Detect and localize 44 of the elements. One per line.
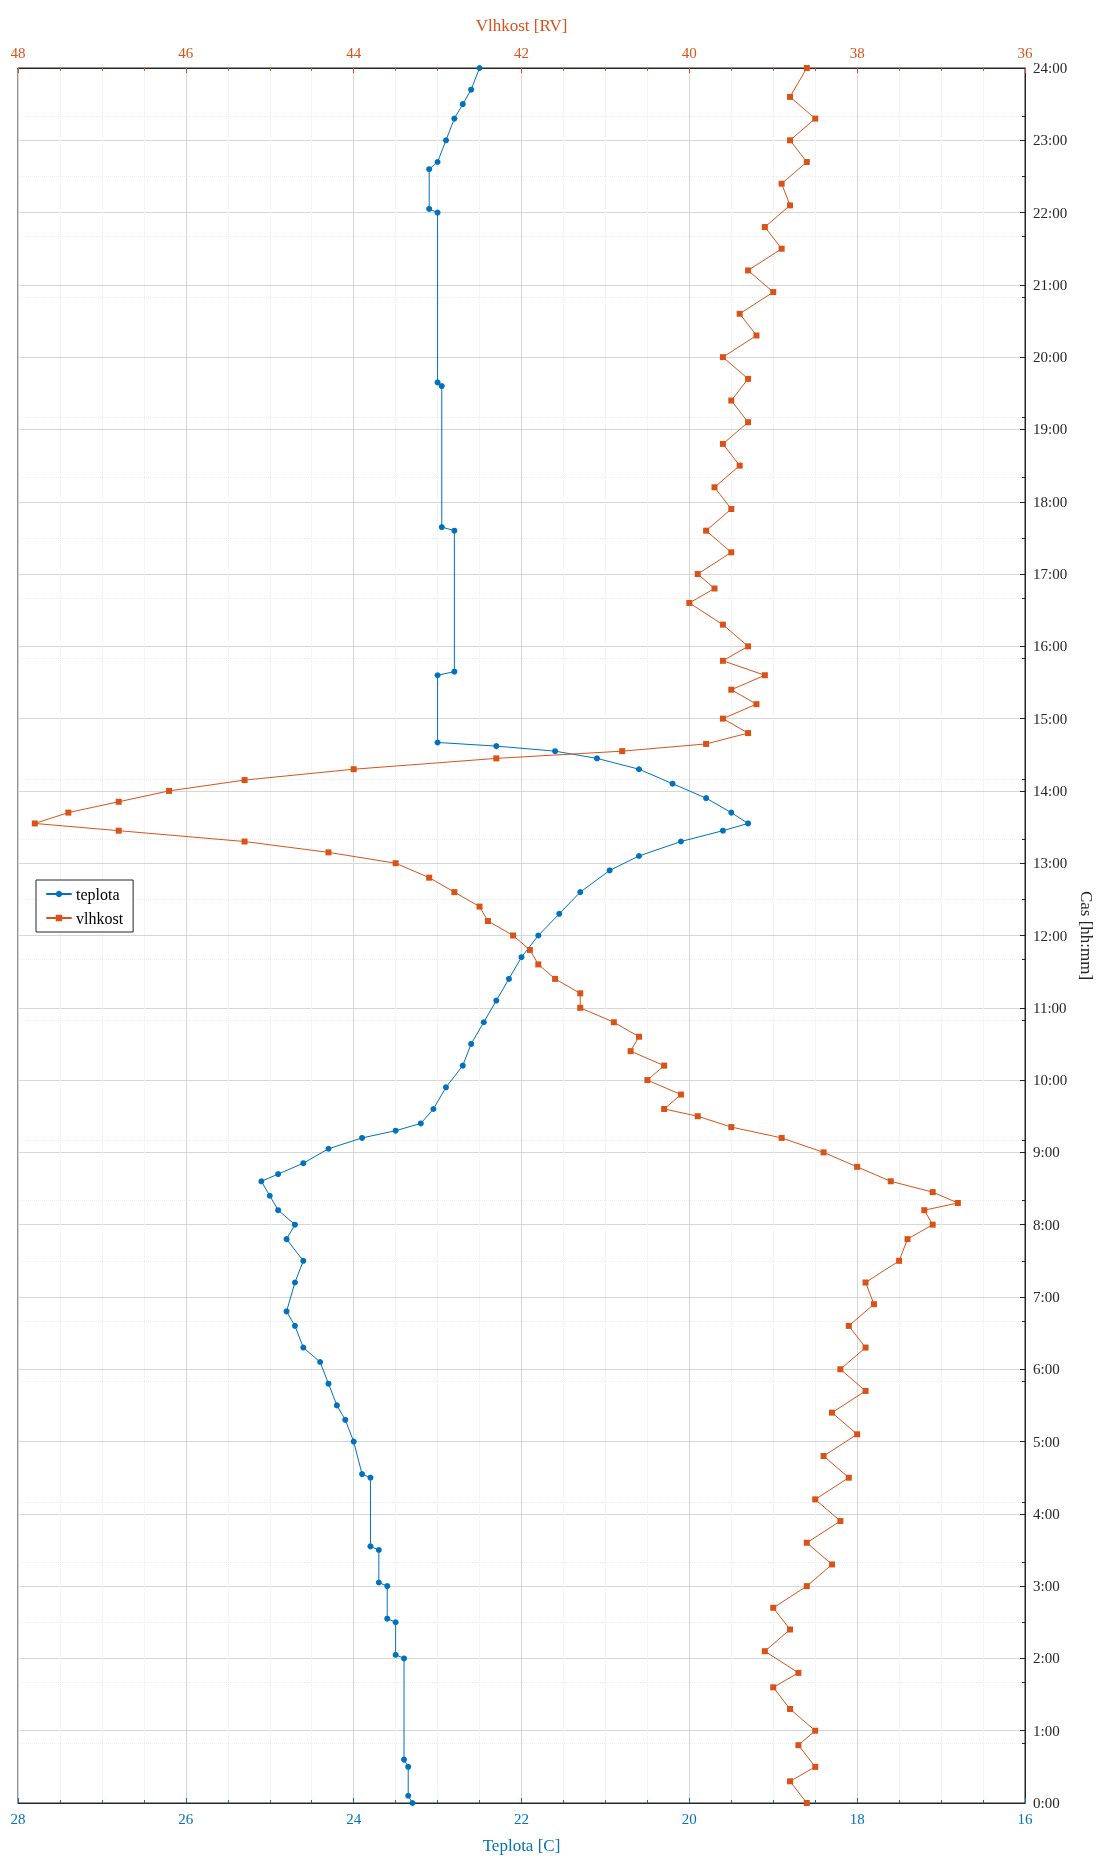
y-tick-label: 10:00 xyxy=(1033,1072,1068,1089)
y-tick-label: 20:00 xyxy=(1033,349,1068,366)
y-tick-label: 5:00 xyxy=(1033,1433,1060,1450)
x-tick-label: 16 xyxy=(1017,1810,1033,1827)
y-tick-label: 19:00 xyxy=(1033,421,1068,438)
y-tick-label: 2:00 xyxy=(1033,1650,1060,1667)
x-axis-title: Teplota [C] xyxy=(482,1836,561,1855)
y-tick-label: 15:00 xyxy=(1033,710,1068,727)
x-tick-label: 24 xyxy=(346,1810,362,1827)
y-tick-label: 22:00 xyxy=(1033,204,1068,221)
y-tick-label: 8:00 xyxy=(1033,1216,1060,1233)
y-tick-label: 0:00 xyxy=(1033,1795,1060,1811)
y-tick-label: 7:00 xyxy=(1033,1288,1060,1305)
y-tick-label: 6:00 xyxy=(1033,1361,1060,1378)
x-tick-label: 20 xyxy=(681,1810,697,1827)
y-tick-label: 4:00 xyxy=(1033,1505,1060,1522)
y-axis-title: Cas [hh:mm] xyxy=(1077,890,1097,981)
y-tick-label: 9:00 xyxy=(1033,1144,1060,1161)
x2-tick-label: 38 xyxy=(849,44,865,61)
y-tick-label: 14:00 xyxy=(1033,782,1068,799)
x-tick-label: 18 xyxy=(849,1810,865,1827)
y-tick-label: 1:00 xyxy=(1033,1722,1060,1739)
y-tick-label: 3:00 xyxy=(1033,1578,1060,1595)
y-tick-label: 13:00 xyxy=(1033,855,1068,872)
legend-label: teplota xyxy=(76,885,120,904)
x2-tick-label: 48 xyxy=(10,44,26,61)
y-tick-label: 23:00 xyxy=(1033,132,1068,149)
y-tick-label: 24:00 xyxy=(1033,60,1068,76)
x2-tick-label: 36 xyxy=(1017,44,1033,61)
legend-label: vlhkost xyxy=(76,909,124,927)
y-tick-label: 12:00 xyxy=(1033,927,1068,944)
x2-tick-label: 40 xyxy=(681,44,697,61)
x-tick-label: 28 xyxy=(10,1810,26,1827)
x2-tick-label: 46 xyxy=(178,44,194,61)
y-tick-label: 11:00 xyxy=(1033,999,1067,1016)
y-tick-label: 16:00 xyxy=(1033,638,1068,655)
x2-tick-label: 42 xyxy=(514,44,529,61)
x-tick-label: 26 xyxy=(178,1810,194,1827)
x2-tick-label: 44 xyxy=(346,44,362,61)
y-tick-label: 21:00 xyxy=(1033,276,1068,293)
y-tick-label: 18:00 xyxy=(1033,493,1068,510)
x2-axis-title: Vlhkost [RV] xyxy=(475,16,568,35)
x-tick-label: 22 xyxy=(514,1810,529,1827)
y-tick-label: 17:00 xyxy=(1033,566,1068,583)
